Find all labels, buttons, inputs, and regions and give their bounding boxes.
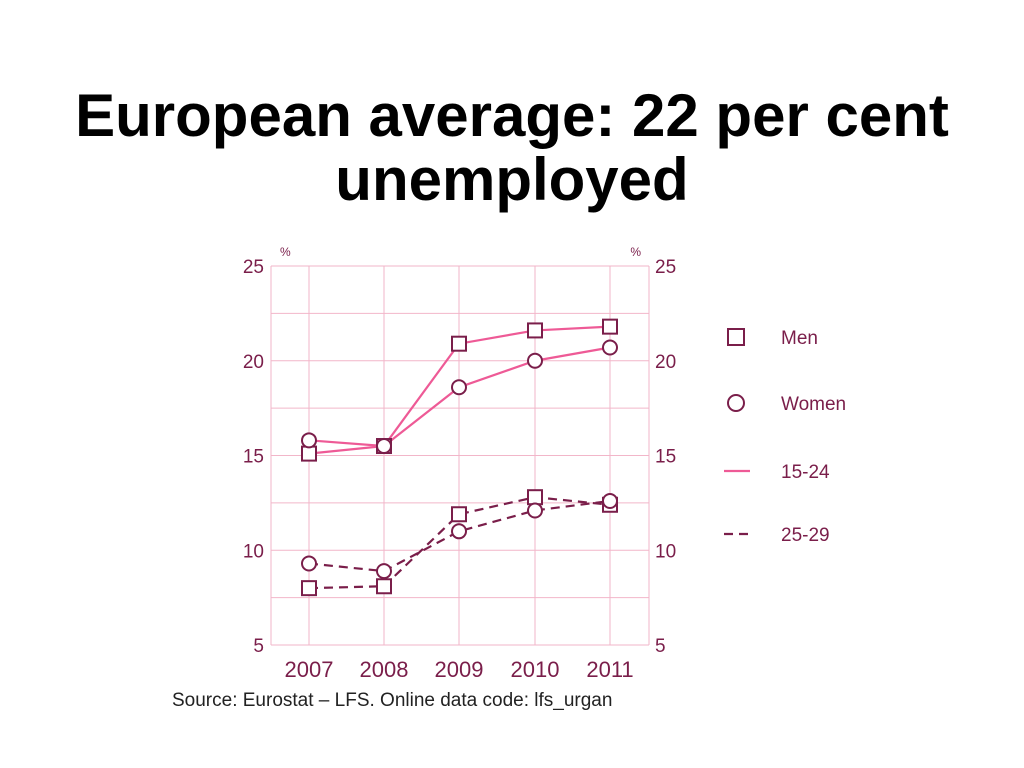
data-point-circle [527,502,543,519]
data-point-circle [301,555,317,572]
legend: Men Women 15-24 25-29 [724,328,846,546]
data-point-square [451,335,467,352]
x-tick-label: 2007 [285,657,334,682]
y-tick-label-right: 5 [655,636,666,657]
legend-square-icon [727,328,745,346]
y-tick-label-right: 25 [655,257,676,278]
y-tick-label-left: 20 [243,352,264,373]
legend-circle-icon [727,394,745,412]
data-point-circle [527,352,543,369]
data-point-circle [451,523,467,540]
y-tick-label-right: 10 [655,541,676,562]
x-tick-label: 2010 [511,657,560,682]
data-point-circle [602,492,618,509]
x-tick-label: 2008 [360,657,409,682]
x-tick-label: 2009 [435,657,484,682]
x-axis-ticks: 2007 2008 2009 2010 2011 [285,657,634,682]
title-line-1: European average: 22 per cent [75,82,949,150]
title-line-2: unemployed [335,146,689,214]
data-point-circle [376,438,392,455]
y-tick-label-right: 20 [655,352,676,373]
y-axis-ticks: 5 5 10 10 15 15 20 20 25 25%% [243,245,676,657]
x-tick-label: 2011 [586,657,633,682]
data-point-square [602,318,618,335]
data-point-circle [451,379,467,396]
data-point-square [527,489,543,506]
data-point-square [376,578,392,595]
series-markers [301,318,618,597]
y-tick-label-right: 15 [655,447,676,468]
data-point-square [451,506,467,523]
y-tick-label-left: 5 [253,636,264,657]
data-point-square [301,445,317,462]
y-unit-left: % [280,245,291,259]
legend-label: Men [781,328,818,349]
series-line [308,499,611,573]
y-unit-right: % [630,245,641,259]
data-point-circle [602,339,618,356]
source-note: Source: Eurostat – LFS. Online data code… [172,690,613,711]
y-tick-label-left: 10 [243,541,264,562]
legend-label: 15-24 [781,462,830,483]
slide-title: European average: 22 per cent unemployed [0,84,1024,212]
data-point-circle [376,563,392,580]
y-tick-label-left: 25 [243,257,264,278]
data-point-square [527,322,543,339]
legend-label: Women [781,394,846,415]
y-tick-label-left: 15 [243,447,264,468]
data-point-circle [301,432,317,449]
data-point-square [301,580,317,597]
series-line [308,496,611,590]
legend-label: 25-29 [781,525,830,546]
